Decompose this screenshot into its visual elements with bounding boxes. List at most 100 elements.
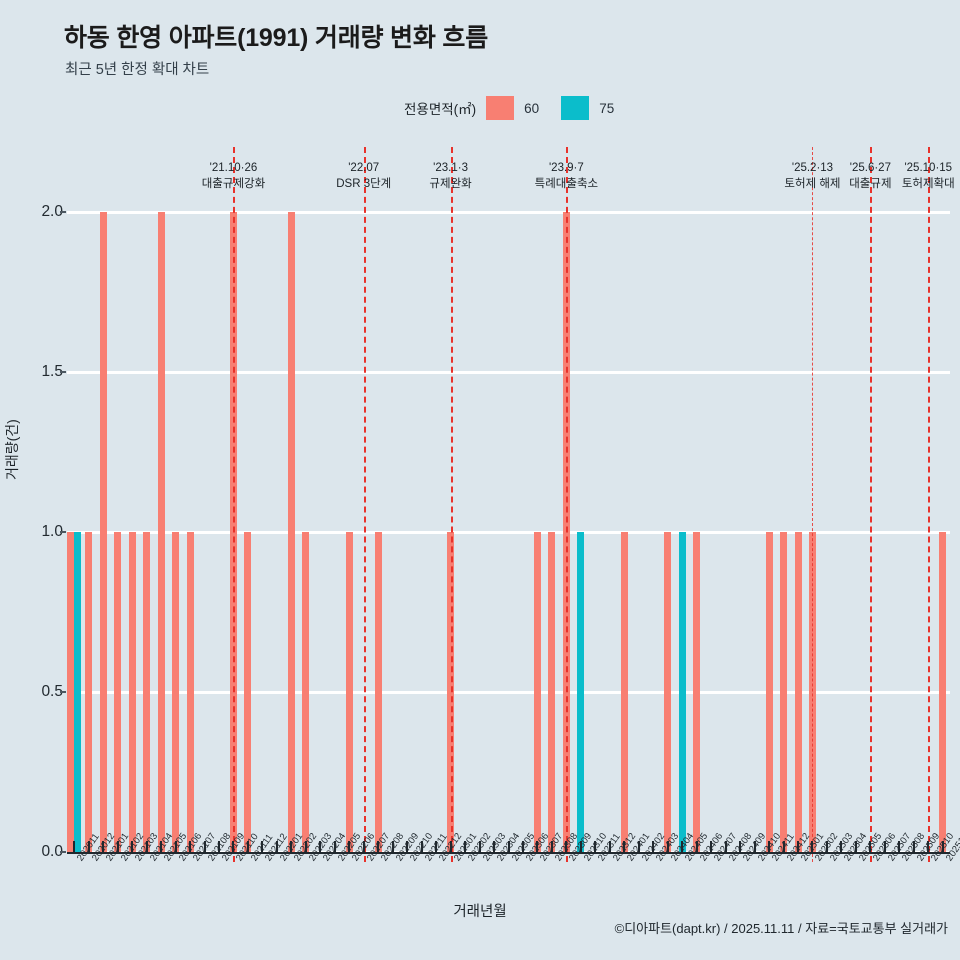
legend-title: 전용면적(㎡) (404, 102, 477, 117)
annotation-date: '25.10·15 (904, 162, 953, 174)
legend-swatch-60 (486, 96, 515, 120)
annotation-description: 규제완화 (429, 178, 472, 190)
annotation-label: '23.9·7 특례대출축소 (535, 160, 598, 192)
x-axis-tick-mark (507, 841, 510, 852)
annotation-date: '21.10·26 (209, 162, 258, 174)
bar (114, 532, 122, 852)
bar (244, 532, 252, 852)
bar (172, 532, 180, 852)
annotation-line (233, 147, 236, 862)
annotation-description: 토허제 해제 (784, 178, 841, 190)
x-axis-tick-mark (435, 841, 438, 852)
y-axis-tick-mark (60, 211, 66, 213)
x-axis-tick-mark (724, 841, 727, 852)
x-axis-tick-mark (652, 841, 655, 852)
bar (128, 532, 136, 852)
annotation-line (566, 147, 569, 862)
x-axis-tick-mark (246, 841, 249, 852)
bar (577, 532, 585, 852)
bar (939, 532, 947, 852)
legend-label-75: 75 (599, 100, 615, 116)
x-axis-tick-mark (854, 841, 857, 852)
x-axis-title: 거래년월 (453, 904, 507, 920)
x-axis-tick-mark (869, 841, 872, 852)
x-axis-tick-mark (825, 841, 828, 852)
legend-swatch-75 (561, 96, 590, 120)
x-axis-line (67, 852, 950, 854)
x-axis-tick-mark (739, 841, 742, 852)
x-axis-tick-mark (608, 841, 611, 852)
annotation-label: '22.07 DSR 3단계 (336, 160, 391, 192)
x-axis-tick-mark (478, 841, 481, 852)
annotation-label: '25.10·15 토허제확대 (902, 160, 955, 192)
x-axis-tick-mark (406, 841, 409, 852)
x-axis-tick-mark (102, 841, 105, 852)
annotation-description: 특례대출축소 (534, 178, 599, 190)
x-axis-tick-mark (927, 841, 930, 852)
x-axis-tick-mark (189, 841, 192, 852)
gridline (67, 690, 950, 694)
annotation-date: '23.9·7 (548, 162, 584, 174)
x-axis-tick-mark (333, 841, 336, 852)
annotation-description: DSR 3단계 (336, 178, 392, 190)
gridline (67, 530, 950, 534)
x-axis-tick-mark (710, 841, 713, 852)
chart-subtitle: 최근 5년 한정 확대 차트 (65, 62, 210, 78)
bar (186, 532, 194, 852)
annotation-line (870, 147, 873, 862)
x-axis-tick-mark (449, 841, 452, 852)
x-axis-tick-mark (275, 841, 278, 852)
x-axis-tick-mark (579, 841, 582, 852)
x-axis-tick-mark (217, 841, 220, 852)
x-axis-tick-mark (521, 841, 524, 852)
x-axis-tick-mark (160, 841, 163, 852)
x-axis-tick-mark (666, 841, 669, 852)
x-axis-tick-mark (898, 841, 901, 852)
annotation-label: '23.1·3 규제완화 (429, 160, 471, 192)
x-axis-tick-mark (840, 841, 843, 852)
annotation-description: 토허제확대 (901, 178, 955, 190)
x-axis-tick-mark (420, 841, 423, 852)
y-axis-tick-label: 1.0 (41, 523, 63, 540)
gridline (67, 370, 950, 374)
x-axis-tick-mark (290, 841, 293, 852)
y-axis-tick-label: 0.0 (41, 843, 63, 860)
bar (287, 212, 295, 852)
x-axis-tick-mark (811, 841, 814, 852)
bar (664, 532, 672, 852)
bar (794, 532, 802, 852)
x-axis-tick-mark (623, 841, 626, 852)
gridline (67, 210, 950, 214)
annotation-label: '21.10·26 대출규제강화 (202, 160, 265, 192)
x-axis-tick-mark (768, 841, 771, 852)
y-axis-tick-mark (60, 371, 66, 373)
annotation-description: 대출규제 (849, 178, 892, 190)
y-axis-title: 거래량(건) (4, 419, 20, 480)
x-axis-tick-mark (753, 841, 756, 852)
bar (548, 532, 556, 852)
x-axis-tick-mark (493, 841, 496, 852)
annotation-line (450, 147, 453, 862)
y-axis-tick-mark (60, 531, 66, 533)
x-axis-tick-mark (695, 841, 698, 852)
annotation-line (363, 147, 366, 862)
x-axis-tick-mark (73, 841, 76, 852)
bar (693, 532, 701, 852)
x-axis-tick-mark (565, 841, 568, 852)
bar (533, 532, 541, 852)
bar (157, 212, 165, 852)
x-axis-tick-mark (131, 841, 134, 852)
y-axis-tick-mark (60, 851, 66, 853)
annotation-description: 대출규제강화 (201, 178, 266, 190)
annotation-label: '25.2·13 토허제 해제 (784, 160, 840, 192)
annotation-label: '25.6·27 대출규제 (849, 160, 891, 192)
bar (765, 532, 773, 852)
y-axis-tick-mark (60, 691, 66, 693)
x-axis-tick-mark (348, 841, 351, 852)
bar (143, 532, 151, 852)
x-axis-tick-mark (941, 841, 944, 852)
x-axis-tick-mark (681, 841, 684, 852)
x-axis-tick-mark (883, 841, 886, 852)
annotation-line (928, 147, 931, 862)
